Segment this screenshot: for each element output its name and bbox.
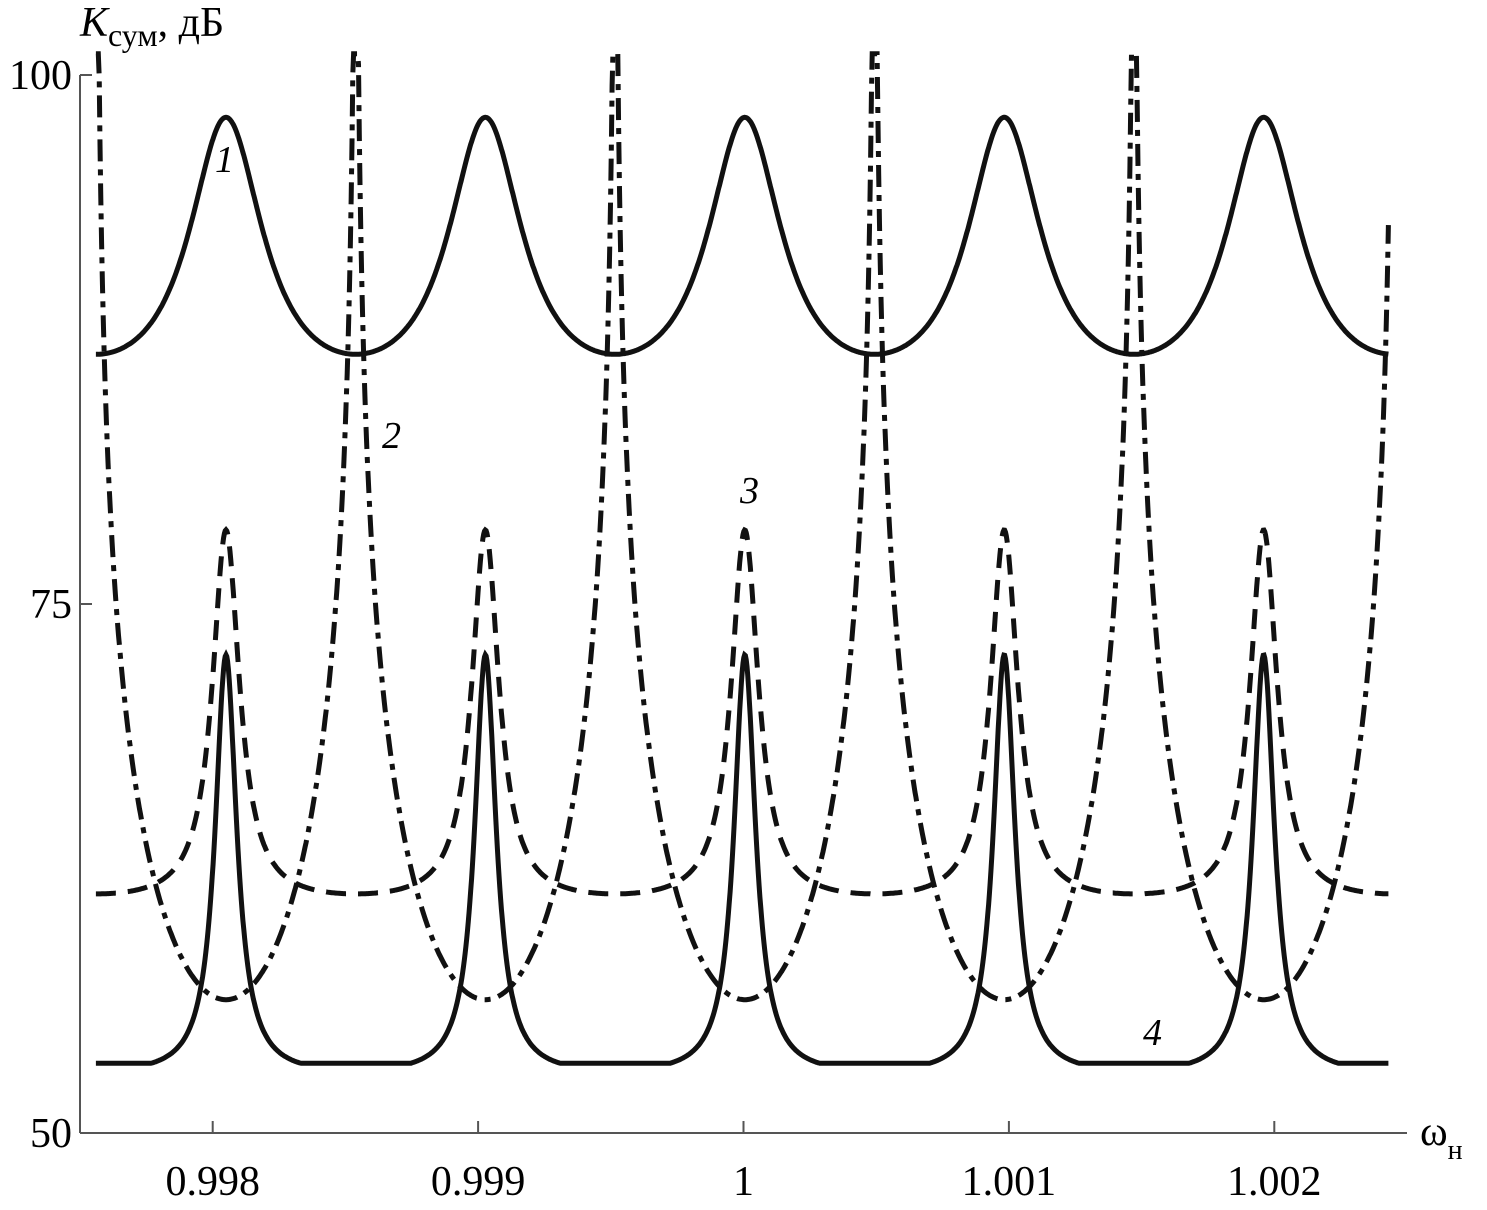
axes — [79, 75, 1407, 1134]
y-tick-label: 100 — [9, 53, 72, 99]
series-3-line — [95, 526, 1389, 897]
series-2-line — [95, 51, 1391, 1003]
x-tick-label: 1 — [733, 1159, 754, 1205]
y-tick-label: 75 — [30, 582, 72, 628]
curve-label-3: 3 — [739, 470, 759, 512]
curve-label-2: 2 — [382, 415, 401, 457]
series-4-line — [95, 649, 1389, 1066]
curve-label-4: 4 — [1143, 1012, 1162, 1054]
x-axis-label: ωн — [1420, 1109, 1463, 1166]
x-tick-label: 0.998 — [165, 1159, 260, 1205]
x-tick-label: 1.002 — [1227, 1159, 1322, 1205]
curve-label-1: 1 — [215, 139, 234, 181]
series-1-line — [95, 114, 1389, 357]
y-axis-label: Kсум, дБ — [79, 0, 224, 53]
x-tick-label: 1.001 — [962, 1159, 1057, 1205]
y-tick-label: 50 — [30, 1111, 72, 1157]
x-tick-label: 0.999 — [431, 1159, 526, 1205]
